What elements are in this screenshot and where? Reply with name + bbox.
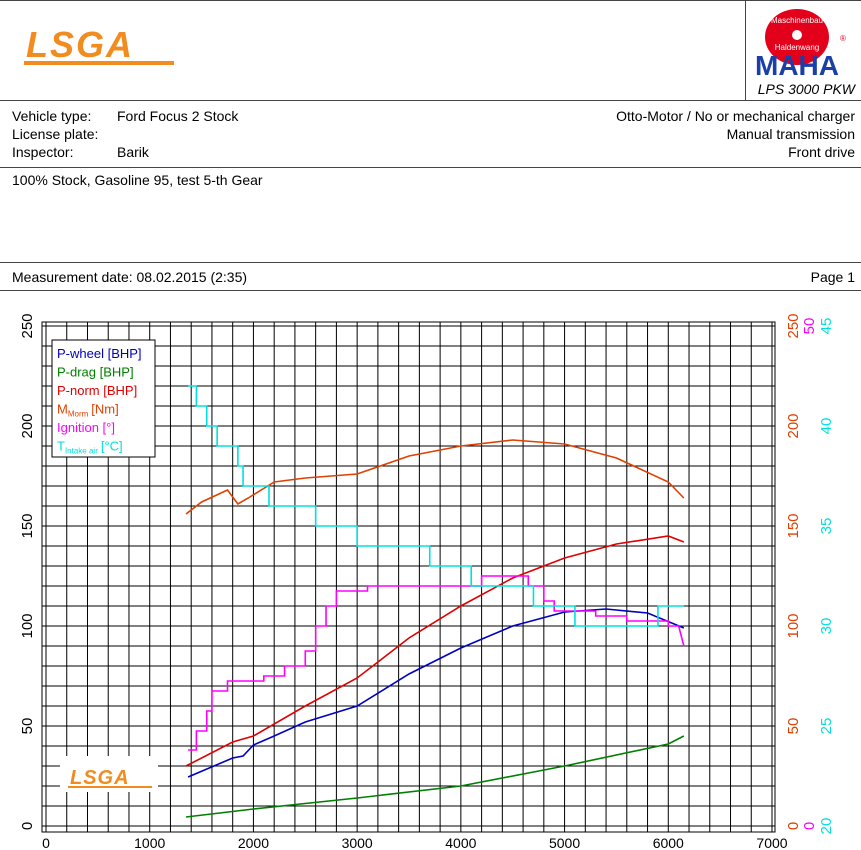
y3-tick-label: 0 — [801, 822, 818, 830]
series-line — [185, 439, 685, 515]
rule — [0, 100, 861, 101]
y-tick-label: 200 — [19, 413, 36, 438]
logo-text: LSGA — [26, 25, 134, 65]
model: LPS 3000 PKW — [757, 81, 855, 97]
legend-entry: P-wheel [BHP] — [57, 346, 142, 361]
y2-tick-label: 200 — [785, 413, 802, 438]
legend-name: Ignition [°] — [57, 420, 115, 435]
value: Ford Focus 2 Stock — [117, 108, 239, 124]
series-line — [185, 535, 685, 767]
y-tick-label: 50 — [19, 718, 36, 735]
measurement-date: Measurement date: 08.02.2015 (2:35) — [12, 269, 248, 285]
legend-entry: P-drag [BHP] — [57, 365, 134, 380]
rule — [0, 0, 861, 1]
y4-tick-label: 20 — [818, 818, 835, 835]
label: Inspector: — [12, 144, 74, 160]
series-line — [188, 385, 684, 627]
series-line — [187, 608, 685, 778]
legend-name: P-wheel [BHP] — [57, 346, 142, 361]
legend-entry: Ignition [°] — [57, 420, 115, 435]
value: Barik — [117, 144, 149, 160]
y2-tick-label: 150 — [785, 513, 802, 538]
maha-reg: ® — [840, 34, 846, 43]
maha-bottom: Haldenwang — [775, 43, 819, 52]
y4-tick-label: 35 — [818, 518, 835, 535]
legend-subscript: Intake air — [65, 447, 98, 456]
y-tick-label: 100 — [19, 613, 36, 638]
legend-entry: MMorm [Nm] — [57, 402, 119, 419]
value: Otto-Motor / No or mechanical charger — [616, 108, 855, 124]
y-tick-label: 0 — [19, 822, 36, 830]
y3-tick-label: 50 — [801, 318, 818, 335]
value: Front drive — [788, 144, 855, 160]
y4-tick-label: 30 — [818, 618, 835, 635]
y2-tick-label: 250 — [785, 313, 802, 338]
legend-subscript: Morm — [68, 410, 89, 419]
legend-entry: P-norm [BHP] — [57, 383, 137, 398]
x-tick-label: 6000 — [653, 835, 684, 850]
logo-stripe — [24, 61, 174, 65]
small-logo: LSGA — [60, 756, 158, 792]
maha-logo: Maschinenbau Haldenwang MAHA ® — [755, 9, 846, 80]
legend: P-wheel [BHP] P-drag [BHP] P-norm [BHP] MMo… — [51, 339, 156, 458]
legend-unit: [°C] — [101, 439, 123, 454]
legend-entry: TIntake air [°C] — [57, 439, 123, 456]
y-tick-label: 250 — [19, 313, 36, 338]
legend-name: T — [57, 439, 65, 454]
legend-name: P-norm [BHP] — [57, 383, 137, 398]
y4-tick-label: 25 — [818, 718, 835, 735]
series-line — [188, 575, 685, 751]
series-line — [185, 735, 685, 818]
maha-name: MAHA — [755, 50, 839, 80]
x-tick-label: 2000 — [238, 835, 269, 850]
y2-tick-label: 100 — [785, 613, 802, 638]
plot-frame — [41, 321, 776, 833]
legend-name: M — [57, 402, 68, 417]
label: License plate: — [12, 126, 99, 142]
rule — [745, 0, 746, 100]
value: Manual transmission — [726, 126, 855, 142]
rule — [0, 290, 861, 291]
small-logo-stripe — [68, 786, 152, 788]
y-tick-label: 150 — [19, 513, 36, 538]
lsga-logo: LSGA — [24, 25, 174, 65]
small-logo-text: LSGA — [70, 767, 130, 789]
y2-tick-label: 0 — [785, 822, 802, 830]
y4-tick-label: 45 — [818, 318, 835, 335]
x-tick-label: 1000 — [134, 835, 165, 850]
rule — [0, 167, 861, 168]
legend-box — [51, 339, 156, 458]
x-tick-label: 5000 — [549, 835, 580, 850]
maha-gear — [792, 30, 802, 40]
legend-name: P-drag [BHP] — [57, 365, 134, 380]
maha-top: Maschinenbau — [771, 16, 823, 25]
y2-tick-label: 50 — [785, 718, 802, 735]
x-tick-label: 7000 — [756, 835, 787, 850]
label: Vehicle type: — [12, 108, 92, 124]
y4-tick-label: 40 — [818, 418, 835, 435]
x-tick-label: 4000 — [445, 835, 476, 850]
x-tick-label: 3000 — [342, 835, 373, 850]
rule — [0, 262, 861, 263]
legend-unit: [Nm] — [91, 402, 118, 417]
x-tick-label: 0 — [42, 835, 50, 850]
comment: 100% Stock, Gasoline 95, test 5-th Gear — [12, 172, 263, 188]
page-number: Page 1 — [810, 269, 855, 285]
